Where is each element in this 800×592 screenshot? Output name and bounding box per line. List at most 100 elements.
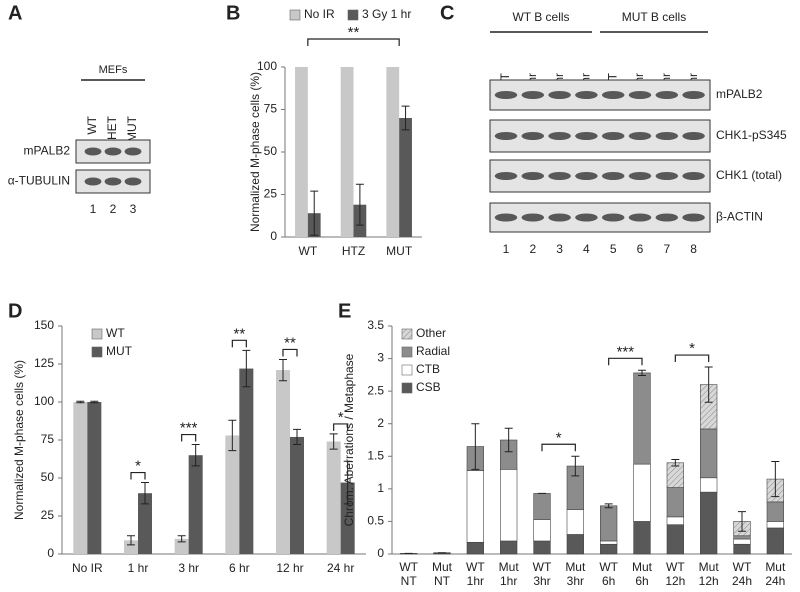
lane-number: 1 [90,202,97,216]
band [655,172,679,180]
significance-bracket [307,38,400,46]
significance-label: ** [233,325,245,342]
x-tick-label: NT [434,574,451,588]
x-tick-label: 12h [699,574,719,588]
bar-segment [666,524,684,555]
lane-number: 5 [610,242,617,256]
bar [225,435,240,554]
band [655,132,679,140]
band [575,132,598,140]
legend-swatch [91,328,103,340]
band [655,213,679,222]
x-tick-label: HTZ [342,244,365,258]
x-tick-label: 1 hr [128,561,149,575]
y-tick-label: 1 [377,481,384,495]
y-tick-label: 25 [41,508,55,522]
bar-segment [500,540,518,555]
band [124,177,142,186]
significance-label: *** [180,420,198,437]
lane-number: 7 [663,242,670,256]
y-tick-label: 3.5 [367,318,384,332]
significance-bracket [674,354,710,363]
error-bar [771,460,780,498]
x-tick-label: 3hr [567,574,584,588]
bar-segment [566,534,584,555]
significance-label: ** [348,24,360,41]
y-tick-label: 0 [47,546,54,560]
error-bar [343,460,352,505]
band [575,91,598,99]
band [601,91,625,99]
x-tick-label: Mut [765,560,786,574]
bar-segment [700,491,718,555]
panel-label: B [226,2,240,24]
bar [124,540,138,554]
y-tick-label: 75 [41,432,55,446]
band [548,132,571,140]
significance-label: * [338,409,344,426]
bar-segment [700,477,718,493]
significance-label: ** [284,334,296,351]
x-tick-label: Mut [699,560,720,574]
lane-number: 2 [110,202,117,216]
error-bar [293,428,301,446]
error-bar [704,366,713,403]
bar [188,455,203,554]
legend-label: 3 Gy 1 hr [362,7,411,21]
band [601,132,625,140]
bar-segment [600,543,618,555]
y-tick-label: 50 [264,144,278,158]
bar-segment [733,535,751,540]
band [575,213,598,222]
error-bar [604,503,613,509]
x-tick-label: WT [599,560,618,574]
panel-label: E [338,300,351,322]
error-bar [310,190,319,236]
x-tick-label: WT [399,560,418,574]
legend-label: MUT [106,344,133,358]
y-tick-label: 25 [264,187,278,201]
bar-segment [666,516,684,525]
error-bar [177,535,186,543]
error-bar [76,400,85,404]
bar [276,370,290,554]
band [628,132,652,140]
y-tick-label: 1.5 [367,448,384,462]
bar-segment [700,428,718,479]
bar-segment [733,543,751,555]
legend-swatch [401,364,413,376]
legend-label: CSB [416,380,441,394]
bar [87,402,102,554]
group-label: MUT B cells [622,10,686,24]
bar [138,493,152,554]
x-tick-label: 12h [665,574,685,588]
band [628,91,652,99]
significance-bracket [130,471,146,480]
bar-segment [500,469,518,542]
bar-segment [566,509,584,535]
y-tick-label: 100 [34,394,54,408]
row-label: β-ACTIN [716,210,763,224]
error-bar [279,358,287,382]
y-tick-label: 0 [377,546,384,560]
band [494,172,518,180]
row-label: mPALB2 [716,87,763,101]
lane-number: 6 [637,242,644,256]
significance-label: *** [617,343,635,360]
x-tick-label: Mut [499,560,520,574]
lane-number: 4 [583,242,590,256]
band [521,132,545,140]
bar-segment [766,527,784,555]
bar-segment [600,540,618,545]
row-label: mPALB2 [24,144,71,158]
lane-number: 1 [503,242,510,256]
band [521,91,545,99]
band [124,147,142,156]
row-label: α-TUBULIN [8,174,70,188]
lane-label: MUT [125,115,139,142]
row-label: CHK1-pS345 [716,128,787,142]
significance-bracket [333,423,349,431]
bar [239,368,254,554]
x-tick-label: 3hr [533,574,550,588]
